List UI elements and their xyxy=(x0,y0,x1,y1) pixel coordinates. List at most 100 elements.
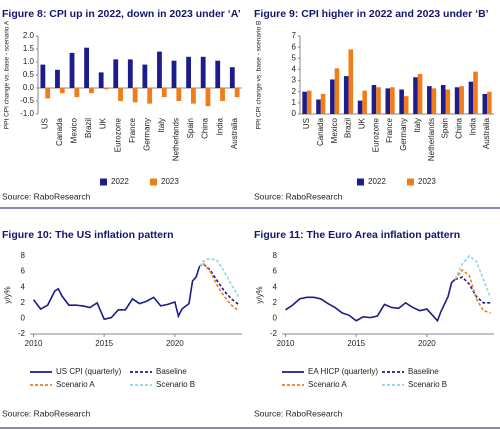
x-tick-label: Canada xyxy=(316,117,325,146)
bar xyxy=(147,88,153,104)
bar xyxy=(215,60,221,88)
x-tick-label: Germany xyxy=(399,118,408,151)
x-tick-label: Germany xyxy=(142,118,151,151)
x-tick-label: India xyxy=(215,117,224,135)
bar xyxy=(171,60,177,88)
legend-label: Scenario B xyxy=(408,380,447,389)
y-tick-label: 0 xyxy=(21,314,26,323)
legend-label: Baseline xyxy=(408,367,439,376)
bar xyxy=(205,88,211,107)
bar xyxy=(98,72,104,88)
y-tick-label: 1.0 xyxy=(23,57,35,66)
bar xyxy=(234,88,240,98)
source-note: Source: RaboResearch xyxy=(2,191,91,201)
bar xyxy=(348,49,354,114)
bar xyxy=(487,91,492,114)
line-series xyxy=(199,262,239,305)
x-tick-label: Brazil xyxy=(84,118,93,138)
bar xyxy=(84,47,89,88)
legend-label: Scenario A xyxy=(56,380,95,389)
x-tick-label: China xyxy=(201,117,210,138)
legend-label: US CPI (quarterly) xyxy=(56,367,122,376)
y-axis-label: y/y% xyxy=(3,286,12,303)
y-tick-label: 1.5 xyxy=(23,44,35,53)
x-tick-label: Italy xyxy=(413,118,422,133)
y-tick-label: 4 xyxy=(21,282,26,291)
y-tick-label: 2 xyxy=(292,87,297,96)
y-tick-label: 8 xyxy=(21,251,26,260)
y-tick-label: 8 xyxy=(273,251,278,260)
bar xyxy=(142,64,148,88)
y-axis-label: PPt CPI change vs. base - scenario A xyxy=(4,20,11,129)
source-note: Source: RaboResearch xyxy=(254,191,343,201)
legend-swatch xyxy=(357,178,364,186)
y-tick-label: 6 xyxy=(292,42,297,51)
y-tick-label: 2 xyxy=(273,298,278,307)
y-tick-label: 5 xyxy=(292,53,297,62)
line-series xyxy=(32,265,201,321)
y-axis-label: PPt CPI change vs. base - scenario B xyxy=(256,21,263,130)
bar xyxy=(132,88,138,103)
x-tick-label: China xyxy=(454,117,463,138)
y-tick-label: 0 xyxy=(292,109,297,118)
bar xyxy=(454,87,460,114)
line-series xyxy=(454,268,491,314)
line-series xyxy=(454,276,491,304)
bar xyxy=(417,73,423,114)
bar xyxy=(431,88,437,114)
y-tick-label: -2 xyxy=(270,329,278,338)
x-tick-label: France xyxy=(385,117,394,142)
bar xyxy=(200,56,206,88)
bar xyxy=(118,88,123,101)
y-axis-label: y/y% xyxy=(255,286,264,303)
legend-label: Scenario B xyxy=(156,380,195,389)
x-tick-label: Mexico xyxy=(70,117,79,143)
y-tick-label: 2.0 xyxy=(23,31,35,40)
y-tick-label: 4 xyxy=(292,65,297,74)
bar xyxy=(445,89,451,114)
bar xyxy=(220,88,225,101)
bar xyxy=(440,85,446,114)
legend-label: EA HICP (quarterly) xyxy=(308,367,378,376)
bar xyxy=(186,56,191,88)
bar xyxy=(413,77,418,114)
x-tick-label: Australia xyxy=(482,117,491,149)
x-tick-label: Mexico xyxy=(330,117,339,143)
bar xyxy=(113,59,119,88)
x-tick-label: 2010 xyxy=(25,339,43,348)
bar xyxy=(191,88,196,104)
line-series xyxy=(199,261,239,312)
bar xyxy=(45,88,51,99)
x-tick-label: UK xyxy=(357,117,366,129)
line-series xyxy=(454,254,492,298)
bar xyxy=(40,64,46,88)
bar xyxy=(403,96,409,114)
x-tick-label: Spain xyxy=(186,118,195,138)
bar xyxy=(320,93,326,114)
x-tick-label: Spain xyxy=(441,118,450,138)
y-tick-label: 6 xyxy=(21,267,26,276)
bar xyxy=(89,88,94,94)
y-tick-label: 3 xyxy=(292,76,297,85)
legend-label: 2023 xyxy=(161,177,179,186)
bar xyxy=(334,68,340,114)
x-tick-label: Italy xyxy=(157,118,166,133)
legend-label: Scenario A xyxy=(308,380,347,389)
legend-label: Baseline xyxy=(156,367,187,376)
bar xyxy=(316,99,321,114)
bar xyxy=(229,67,235,88)
x-tick-label: France xyxy=(128,117,137,142)
y-tick-label: 0.5 xyxy=(23,70,35,79)
y-tick-label: -0.5 xyxy=(20,96,34,105)
y-tick-label: 2 xyxy=(21,298,26,307)
bar xyxy=(473,71,478,114)
source-note: Source: RaboResearch xyxy=(254,408,343,418)
y-tick-label: 0 xyxy=(273,314,278,323)
x-tick-label: Eurozone xyxy=(371,117,380,152)
chart-title: Figure 11: The Euro Area inflation patte… xyxy=(254,229,460,241)
x-tick-label: 2010 xyxy=(277,339,295,348)
y-tick-label: 7 xyxy=(292,31,297,40)
chart-title: Figure 10: The US inflation pattern xyxy=(2,229,174,241)
source-note: Source: RaboResearch xyxy=(2,408,91,418)
chart-title: Figure 9: CPI higher in 2022 and 2023 un… xyxy=(254,8,489,20)
